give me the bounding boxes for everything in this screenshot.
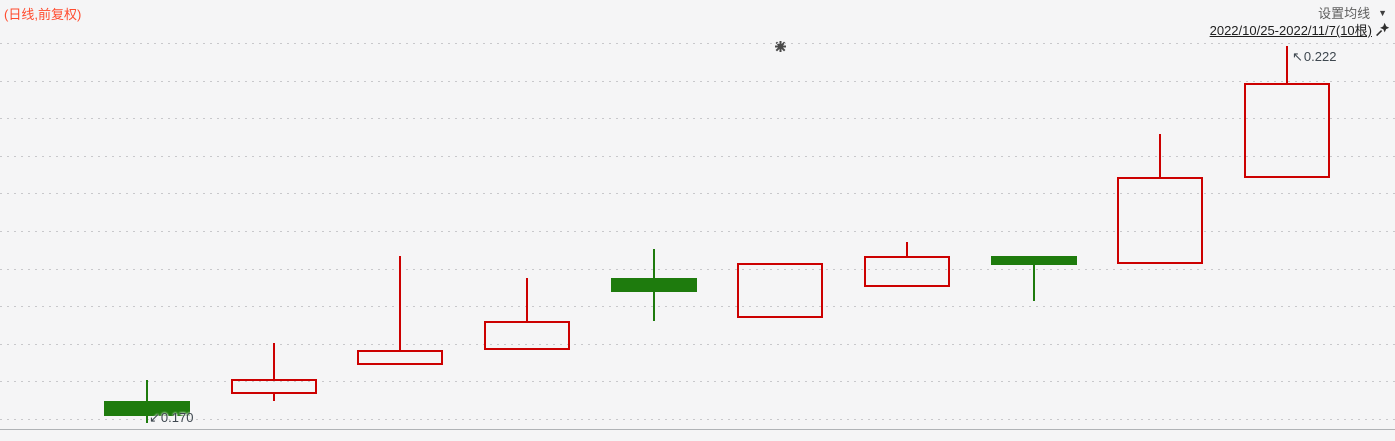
candle-wick <box>272 343 275 380</box>
date-range-row: 2022/10/25-2022/11/7(10根) <box>1210 20 1390 39</box>
high-arrow-icon: ↖ <box>1292 49 1303 64</box>
candle[interactable] <box>737 263 824 318</box>
gridline <box>0 118 1395 120</box>
gridline <box>0 43 1395 44</box>
candle-wick <box>652 248 655 278</box>
candle-wick <box>1032 264 1035 302</box>
candle[interactable] <box>864 241 950 288</box>
candle[interactable] <box>1117 134 1204 265</box>
gridline <box>0 343 1395 345</box>
pushpin-icon[interactable] <box>1375 22 1390 37</box>
candle-body <box>104 401 190 416</box>
chart-bottom-border <box>0 429 1395 430</box>
candle-wick <box>906 241 908 257</box>
candle-wick <box>526 277 528 322</box>
candle-body <box>990 256 1077 265</box>
candle-wick <box>272 393 275 402</box>
candle-wick <box>1285 45 1288 83</box>
candle[interactable] <box>484 277 570 351</box>
candle-body <box>230 379 317 394</box>
gridline <box>0 419 1395 420</box>
candle-wick <box>1159 134 1162 177</box>
chevron-down-icon: ▼ <box>1378 7 1387 18</box>
high-price-annotation: ↖0.222 <box>1292 49 1336 65</box>
gridline <box>0 381 1395 383</box>
candle-wick <box>399 256 402 351</box>
candle[interactable] <box>104 379 190 424</box>
candle-body <box>737 263 824 318</box>
gridline <box>0 80 1395 82</box>
candle[interactable] <box>610 248 697 322</box>
candle[interactable] <box>990 256 1077 302</box>
low-price-value: 0.170 <box>160 410 194 425</box>
high-price-value: 0.222 <box>1303 49 1337 64</box>
candle-body <box>610 277 697 293</box>
candle-wick <box>652 292 655 322</box>
candle-body <box>1117 176 1204 265</box>
candle-body <box>1243 82 1330 178</box>
gridline <box>0 193 1395 195</box>
candle-body <box>357 350 444 365</box>
chart-title: (日线,前复权) <box>4 7 82 22</box>
ma-settings-label: 设置均线 <box>1318 6 1371 21</box>
candle-body <box>864 256 950 288</box>
candle-body <box>484 321 570 351</box>
gridline <box>0 155 1395 157</box>
low-price-annotation: ↙0.170 <box>149 410 193 426</box>
candle-wick <box>146 415 148 424</box>
ma-settings-button[interactable]: 设置均线 ▼ <box>1318 3 1387 22</box>
candle[interactable] <box>357 256 444 365</box>
gridline <box>0 306 1395 308</box>
date-range-link[interactable]: 2022/10/25-2022/11/7(10根) <box>1209 23 1372 38</box>
candle-wick <box>146 379 148 402</box>
low-arrow-icon: ↙ <box>149 410 160 425</box>
gridline <box>0 231 1395 232</box>
candle[interactable] <box>1243 45 1330 178</box>
candle[interactable] <box>230 343 317 402</box>
gridline <box>0 268 1395 270</box>
